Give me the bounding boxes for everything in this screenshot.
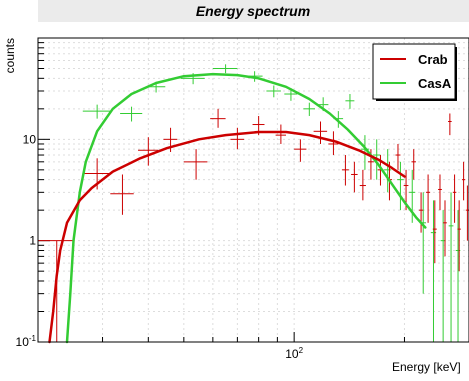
legend-shadow-bottom <box>376 99 457 101</box>
x-tick-label: 102 <box>285 346 303 361</box>
chart-title: Energy spectrum <box>196 3 310 19</box>
legend-box <box>372 43 456 100</box>
legend-label-casa: CasA <box>418 76 452 91</box>
y-axis-title: counts <box>3 38 17 73</box>
x-axis-title: Energy [keV] <box>392 360 461 374</box>
grid-layer <box>38 38 469 342</box>
legend-shadow-right <box>455 47 457 101</box>
tick-layer <box>38 37 405 343</box>
curve-casa <box>65 72 427 344</box>
plot-frame <box>37 37 469 343</box>
tick-label-layer: 10-1 1 10 102 <box>16 132 304 361</box>
y-tick-label: 1 <box>29 234 36 248</box>
legend: Crab CasA <box>372 43 457 101</box>
data-layer <box>38 64 469 344</box>
title-box <box>38 0 469 22</box>
y-tick-label: 10-1 <box>16 334 37 349</box>
curve-crab <box>48 130 406 344</box>
y-tick-label: 10 <box>23 132 37 146</box>
legend-label-crab: Crab <box>418 52 448 67</box>
